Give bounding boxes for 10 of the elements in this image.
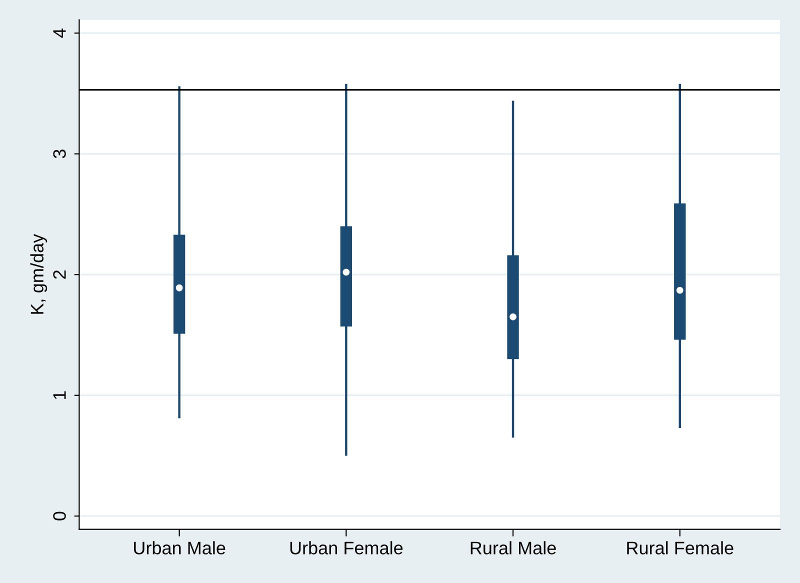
- x-tick-label: Urban Female: [290, 541, 403, 554]
- y-tick-label: 3: [53, 150, 66, 158]
- x-tick-label: Rural Male: [470, 541, 556, 554]
- y-axis-title: K, gm/day: [30, 234, 48, 314]
- x-tick-label: Urban Male: [134, 541, 226, 554]
- y-tick-label: 0: [53, 512, 66, 520]
- y-tick-label: 2: [53, 270, 66, 279]
- x-tick-label: Rural Female: [627, 541, 734, 554]
- y-tick-label: 4: [53, 28, 66, 38]
- y-tick-label: 1: [53, 391, 66, 399]
